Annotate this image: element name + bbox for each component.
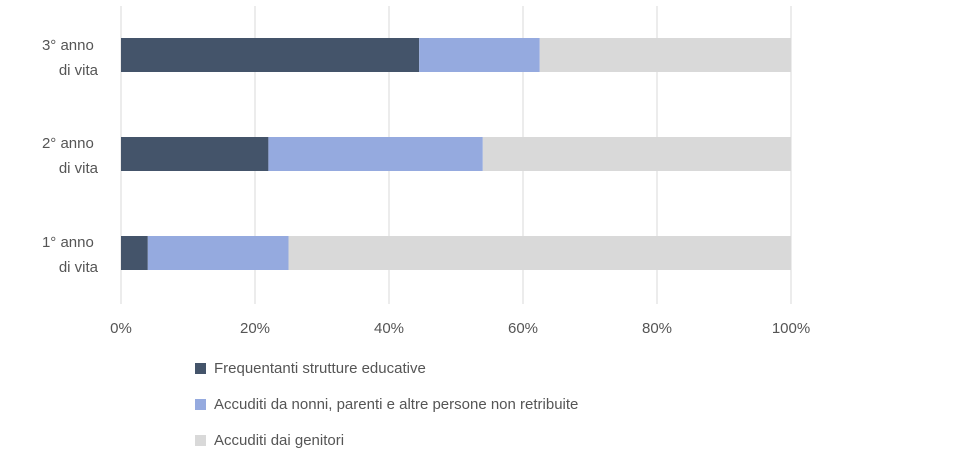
bar-cat1-series1: [268, 137, 483, 171]
legend-swatch-nonni: [195, 398, 206, 410]
category-labels: 3° anno di vita 2° anno di vita 1° anno …: [42, 37, 99, 276]
legend: Frequentanti strutture educative Accudit…: [195, 350, 578, 458]
legend-item-nonni: Accuditi da nonni, parenti e altre perso…: [195, 386, 578, 422]
bar-cat2-series2: [288, 236, 791, 270]
bar-cat2-series1: [147, 236, 289, 270]
category-label-3-line2: di vita: [59, 62, 99, 79]
legend-item-frequentanti: Frequentanti strutture educative: [195, 350, 578, 386]
x-tick-40: 40%: [374, 320, 404, 337]
x-tick-80: 80%: [642, 320, 672, 337]
category-label-1-line1: 1° anno: [42, 234, 94, 251]
legend-swatch-genitori: [195, 434, 206, 446]
legend-label-frequentanti: Frequentanti strutture educative: [214, 359, 426, 377]
x-tick-60: 60%: [508, 320, 538, 337]
x-tick-0: 0%: [110, 320, 132, 337]
bars: [121, 38, 791, 270]
bar-cat0-series0: [121, 38, 420, 72]
legend-label-nonni: Accuditi da nonni, parenti e altre perso…: [214, 395, 579, 413]
bar-cat0-series2: [539, 38, 791, 72]
category-label-3: 3° anno di vita: [42, 37, 99, 79]
legend-label-genitori: Accuditi dai genitori: [214, 431, 345, 449]
bar-cat1-series0: [121, 137, 269, 171]
bar-cat1-series2: [482, 137, 791, 171]
category-label-2-line2: di vita: [59, 160, 99, 177]
x-tick-20: 20%: [240, 320, 270, 337]
legend-swatch-frequentanti: [195, 362, 206, 374]
legend-item-genitori: Accuditi dai genitori: [195, 422, 578, 458]
category-label-1-line2: di vita: [59, 259, 99, 276]
x-axis-ticks: 0% 20% 40% 60% 80% 100%: [110, 320, 810, 337]
x-tick-100: 100%: [772, 320, 810, 337]
category-label-2: 2° anno di vita: [42, 135, 99, 177]
category-label-3-line1: 3° anno: [42, 37, 94, 54]
category-label-2-line1: 2° anno: [42, 135, 94, 152]
category-label-1: 1° anno di vita: [42, 234, 99, 276]
bar-cat2-series0: [121, 236, 148, 270]
bar-cat0-series1: [419, 38, 540, 72]
